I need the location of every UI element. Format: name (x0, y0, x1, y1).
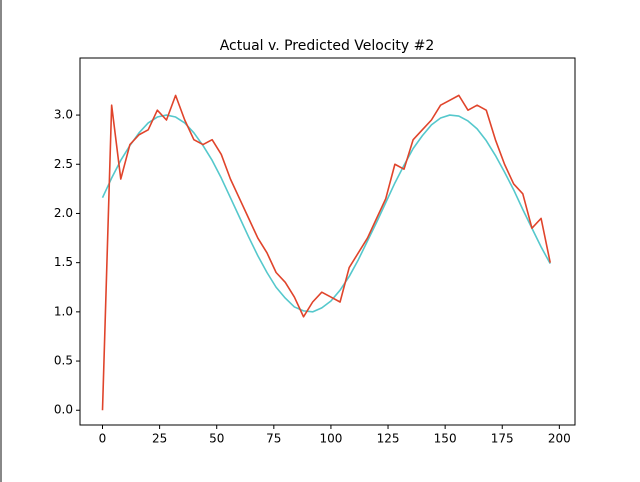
x-tick-label: 50 (209, 432, 224, 446)
x-tick-label: 0 (99, 432, 107, 446)
y-tick-label: 0.5 (54, 354, 73, 368)
x-tick-label: 175 (491, 432, 514, 446)
y-tick-label: 1.0 (54, 304, 73, 318)
plot-frame (79, 57, 576, 426)
x-tick-label: 200 (548, 432, 571, 446)
series-line (101, 94, 552, 411)
y-tick-label: 2.0 (54, 206, 73, 220)
window-edge (0, 0, 2, 482)
x-tick-label: 25 (152, 432, 167, 446)
x-tick-label: 75 (266, 432, 281, 446)
x-tick-label: 150 (434, 432, 457, 446)
series-line (101, 114, 551, 313)
chart-title: Actual v. Predicted Velocity #2 (220, 38, 435, 54)
y-tick-label: 3.0 (54, 108, 73, 122)
x-tick-label: 125 (377, 432, 400, 446)
y-tick-label: 0.0 (54, 403, 73, 417)
y-tick-label: 1.5 (54, 255, 73, 269)
x-tick-label: 100 (319, 432, 342, 446)
y-tick-label: 2.5 (54, 157, 73, 171)
